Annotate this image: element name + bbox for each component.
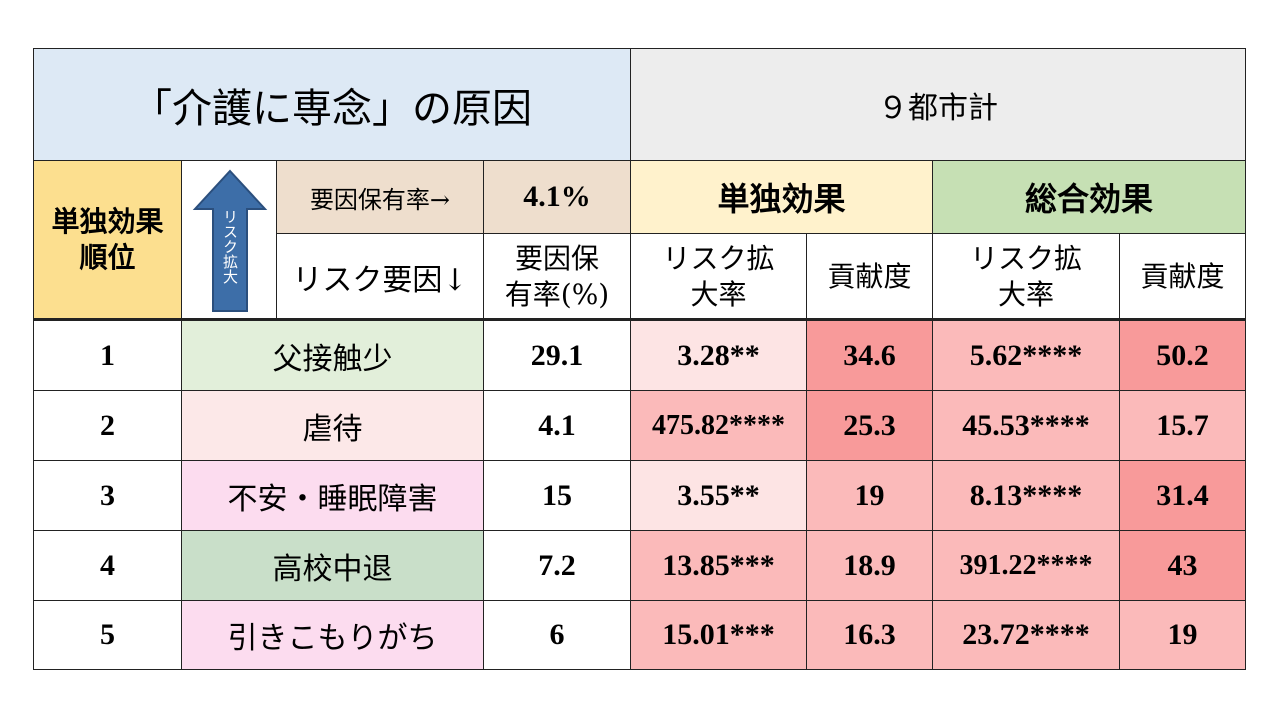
table-row-rate: 7.2 [483, 530, 631, 601]
table-row-total-contrib: 43 [1119, 530, 1246, 601]
table-row-rank: 3 [33, 460, 182, 531]
table-row-rate: 29.1 [483, 320, 631, 391]
table-row-single-contrib: 16.3 [806, 600, 933, 670]
table-row-total-contrib: 15.7 [1119, 390, 1246, 461]
table-row-rank: 4 [33, 530, 182, 601]
table-row-single-ratio: 15.01*** [630, 600, 807, 670]
table-row-single-ratio: 3.28** [630, 320, 807, 391]
table-row-total-contrib: 50.2 [1119, 320, 1246, 391]
table-row-single-contrib: 25.3 [806, 390, 933, 461]
single-effect-header: 単独効果 [630, 160, 933, 234]
city-label: ９都市計 [630, 48, 1246, 161]
table-row-rank: 5 [33, 600, 182, 670]
total-contribution-header: 貢献度 [1119, 233, 1246, 320]
risk-increase-arrow: リスク拡大 [181, 160, 277, 320]
risk-factor-label: リスク要因↓ [276, 233, 484, 320]
up-arrow-icon [192, 169, 268, 312]
table-row-total-ratio: 23.72**** [932, 600, 1120, 670]
table-row-factor: 高校中退 [181, 530, 484, 601]
header-divider [33, 318, 1246, 321]
table-row-single-ratio: 475.82**** [630, 390, 807, 461]
table-row-rate: 4.1 [483, 390, 631, 461]
table-row-factor: 引きこもりがち [181, 600, 484, 670]
factor-rate-label: 要因保有率→ [276, 160, 484, 234]
table-row-rate: 6 [483, 600, 631, 670]
table-row-single-contrib: 18.9 [806, 530, 933, 601]
table-row-single-ratio: 13.85*** [630, 530, 807, 601]
table-row-factor: 父接触少 [181, 320, 484, 391]
table-row-rank: 1 [33, 320, 182, 391]
rank-header: 単独効果 順位 [33, 160, 182, 320]
total-risk-ratio-header: リスク拡 大率 [932, 233, 1120, 320]
table-row-factor: 虐待 [181, 390, 484, 461]
table-row-total-contrib: 19 [1119, 600, 1246, 670]
table-row-single-contrib: 19 [806, 460, 933, 531]
table-row-total-ratio: 5.62**** [932, 320, 1120, 391]
table-row-total-ratio: 8.13**** [932, 460, 1120, 531]
table-title: 「介護に専念」の原因 [33, 48, 631, 161]
single-contribution-header: 貢献度 [806, 233, 933, 320]
total-effect-header: 総合効果 [932, 160, 1246, 234]
table-row-rate: 15 [483, 460, 631, 531]
table-row-total-ratio: 391.22**** [932, 530, 1120, 601]
rate-column-header: 要因保 有率(%) [483, 233, 631, 320]
arrow-label: リスク拡大 [221, 208, 239, 284]
table-row-rank: 2 [33, 390, 182, 461]
single-risk-ratio-header: リスク拡 大率 [630, 233, 807, 320]
risk-factor-table: 「介護に専念」の原因 ９都市計 単独効果 順位 リスク拡大 要因保有率→ 4.1… [33, 48, 1246, 670]
factor-rate-value: 4.1% [483, 160, 631, 234]
table-row-total-ratio: 45.53**** [932, 390, 1120, 461]
table-row-single-contrib: 34.6 [806, 320, 933, 391]
table-row-factor: 不安・睡眠障害 [181, 460, 484, 531]
table-row-single-ratio: 3.55** [630, 460, 807, 531]
table-row-total-contrib: 31.4 [1119, 460, 1246, 531]
